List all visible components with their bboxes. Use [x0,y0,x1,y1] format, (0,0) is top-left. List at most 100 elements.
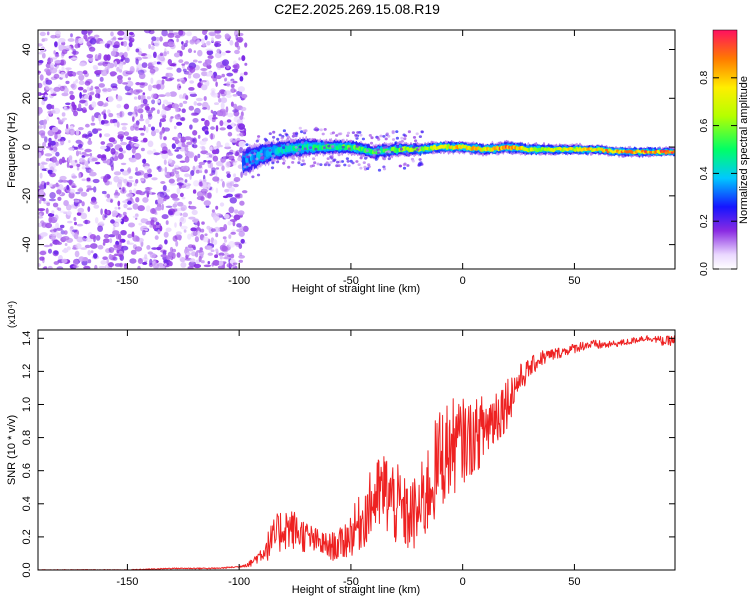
noise-speckle [87,259,92,264]
noise-speckle [86,86,90,92]
noise-speckle [135,190,143,195]
noise-speckle [238,38,243,43]
noise-speckle [104,102,109,107]
noise-speckle [206,50,210,55]
ridge-fringe-speckle [278,144,282,148]
ridge-fringe-speckle [387,134,391,138]
noise-speckle [99,40,105,44]
noise-speckle [38,216,44,219]
noise-speckle [176,146,182,150]
noise-speckle [168,261,173,267]
noise-speckle [151,126,155,131]
ridge-fringe-speckle [387,150,392,154]
noise-speckle [233,214,241,221]
ridge-fringe-speckle [298,145,302,149]
noise-speckle [204,119,210,127]
noise-speckle [75,79,79,82]
noise-speckle [61,112,66,117]
noise-speckle [197,230,201,237]
colorbar-tick-label: 0.2 [699,214,710,228]
noise-speckle [69,188,76,194]
noise-speckle [215,125,219,132]
ridge-fringe-speckle [335,164,339,168]
ridge-fringe-speckle [315,128,319,132]
noise-speckle [211,92,219,98]
noise-speckle [214,52,222,59]
noise-speckle [39,74,44,81]
noise-speckle [98,265,107,269]
noise-speckle [83,94,89,100]
noise-speckle [114,218,123,223]
noise-speckle [89,169,94,173]
noise-speckle [109,156,114,163]
noise-speckle [110,148,116,155]
noise-speckle [86,165,90,169]
noise-speckle [187,48,193,54]
noise-speckle [110,31,114,37]
noise-speckle [189,80,195,84]
noise-speckle [219,120,224,127]
noise-speckle [48,183,54,187]
ridge-fringe-speckle [319,163,323,167]
colorbar-axes: 0.0 0.2 0.4 0.6 0.8 [699,70,737,276]
noise-speckle [103,176,108,183]
noise-speckle [97,225,103,232]
noise-speckle [200,228,205,233]
noise-speckle [178,94,183,99]
noise-speckle [215,167,220,170]
spectrogram-y-tick-label: -20 [21,188,33,204]
noise-speckle [193,50,196,53]
noise-speckle [211,167,217,173]
noise-speckle [150,77,154,84]
noise-speckle [74,250,80,258]
ridge-fringe-speckle [323,163,328,167]
snr-x-tick-label: -50 [343,576,359,588]
noise-speckle [100,141,106,145]
noise-speckle [210,126,215,130]
noise-speckle [239,146,244,154]
noise-speckle [154,235,159,240]
noise-speckle [118,152,124,160]
noise-speckle [56,241,63,245]
noise-speckle [123,40,128,47]
ridge-fringe-speckle [412,136,417,139]
noise-speckle [238,230,245,237]
noise-speckle [147,251,153,255]
noise-speckle [171,143,176,150]
ridge-fringe-speckle [377,138,381,141]
ridge-fringe-speckle [391,131,395,135]
noise-speckle [135,167,138,172]
noise-speckle [90,85,94,91]
noise-speckle [156,246,162,251]
noise-speckle [53,261,59,265]
ridge-fringe-speckle [308,152,312,156]
noise-speckle [167,32,175,38]
noise-speckle [121,245,129,251]
noise-speckle [164,263,167,266]
spectrogram-x-tick-label: 0 [460,275,466,287]
noise-speckle [122,211,127,216]
ridge-fringe-speckle [278,133,282,137]
noise-speckle [223,214,230,219]
noise-speckle [161,153,169,160]
noise-speckle [117,30,125,36]
noise-speckle [74,37,79,45]
noise-speckle [206,71,213,77]
noise-speckle [147,113,153,120]
noise-speckle [156,61,161,65]
noise-speckle [197,220,200,227]
noise-speckle [116,112,121,116]
noise-speckle [234,209,239,214]
snr-y-tick-label: 0.4 [21,496,33,511]
noise-speckle [180,204,187,211]
noise-speckle [75,243,82,250]
noise-speckle [89,234,97,240]
noise-speckle [142,197,149,203]
spectrogram-frame [37,29,676,270]
noise-speckle [212,176,220,182]
spectrogram-axes: -150 -100 -50 0 50 -40 -20 0 20 40 [21,30,675,287]
noise-speckle [123,131,130,136]
noise-speckle [143,124,146,132]
noise-speckle [69,94,75,101]
noise-speckle [225,171,231,175]
